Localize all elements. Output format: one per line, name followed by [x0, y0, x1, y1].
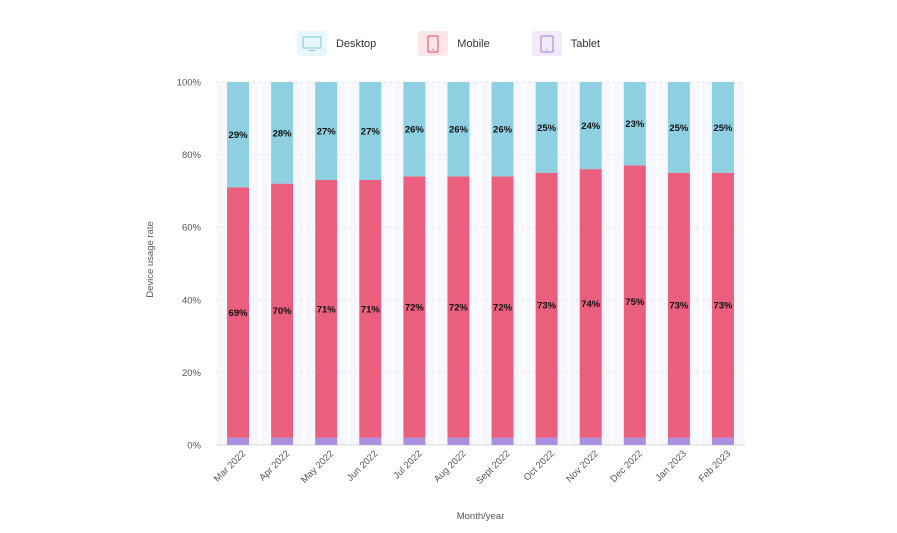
- y-tick-label: 60%: [182, 223, 202, 234]
- bar-tablet: [447, 437, 470, 445]
- data-label-mobile: 69%: [229, 308, 249, 319]
- bar-mobile: [359, 180, 382, 438]
- data-label-desktop: 28%: [273, 128, 293, 139]
- data-label-desktop: 24%: [581, 121, 601, 132]
- bar-mobile: [579, 169, 602, 438]
- bar-mobile: [315, 180, 338, 438]
- x-tick-label: Jul 2022: [391, 448, 424, 481]
- bar-tablet: [667, 437, 690, 445]
- x-tick-label: Oct 2022: [522, 448, 557, 483]
- x-tick-label: May 2022: [299, 448, 336, 485]
- legend-label-desktop: Desktop: [335, 37, 377, 50]
- y-tick-label: 0%: [187, 441, 201, 452]
- data-label-desktop: 25%: [669, 123, 689, 134]
- y-tick-label: 80%: [182, 150, 202, 161]
- data-label-desktop: 25%: [713, 123, 733, 134]
- data-label-mobile: 71%: [317, 304, 337, 315]
- bar-tablet: [491, 437, 514, 445]
- data-label-desktop: 27%: [361, 127, 381, 138]
- x-tick-label: Apr 2022: [257, 448, 292, 483]
- data-label-desktop: 27%: [317, 127, 337, 138]
- legend-item-tablet[interactable]: Tablet: [531, 31, 601, 56]
- y-tick-label: 20%: [182, 368, 202, 379]
- bar-mobile: [491, 176, 514, 438]
- bar-desktop: [491, 82, 514, 177]
- bar-tablet: [359, 437, 382, 445]
- data-label-desktop: 26%: [405, 125, 425, 136]
- data-label-mobile: 73%: [713, 301, 733, 312]
- data-label-mobile: 74%: [581, 299, 601, 310]
- bar-desktop: [359, 82, 382, 181]
- data-label-mobile: 71%: [361, 304, 381, 315]
- y-tick-label: 40%: [182, 295, 202, 306]
- x-tick-label: Mar 2022: [212, 448, 248, 484]
- bar-desktop: [447, 82, 470, 177]
- bar-mobile: [447, 176, 470, 438]
- legend-item-desktop[interactable]: Desktop: [296, 31, 377, 56]
- data-label-mobile: 73%: [537, 301, 557, 312]
- data-label-desktop: 23%: [625, 119, 645, 130]
- bar-tablet: [271, 437, 294, 445]
- bar-tablet: [535, 437, 558, 445]
- data-label-mobile: 72%: [405, 303, 425, 314]
- bar-mobile: [711, 172, 734, 438]
- legend: Desktop Mobile Tablet: [0, 31, 897, 56]
- x-tick-label: Nov 2022: [564, 448, 601, 485]
- bar-tablet: [623, 437, 646, 445]
- bar-desktop: [711, 82, 734, 173]
- x-tick-label: Jan 2023: [654, 448, 689, 483]
- bar-mobile: [535, 172, 558, 438]
- bar-desktop: [227, 82, 250, 188]
- x-tick-label: Aug 2022: [432, 448, 469, 485]
- bar-tablet: [579, 437, 602, 445]
- data-label-mobile: 70%: [273, 306, 293, 317]
- legend-label-mobile: Mobile: [457, 37, 490, 50]
- bar-desktop: [403, 82, 426, 177]
- tablet-icon: [531, 31, 562, 56]
- x-tick-label: Sept 2022: [474, 448, 512, 486]
- bar-desktop: [271, 82, 294, 184]
- bar-mobile: [667, 172, 690, 438]
- bar-mobile: [227, 187, 250, 438]
- bar-mobile: [403, 176, 426, 438]
- bar-mobile: [623, 165, 646, 438]
- data-label-desktop: 26%: [449, 125, 469, 136]
- mobile-icon: [418, 31, 449, 56]
- y-tick-label: 100%: [177, 78, 202, 89]
- bar-desktop: [315, 82, 338, 181]
- bar-mobile: [271, 183, 294, 438]
- data-label-mobile: 73%: [669, 301, 689, 312]
- x-tick-label: Dec 2022: [608, 448, 645, 485]
- desktop-icon: [296, 31, 327, 56]
- data-label-mobile: 75%: [625, 297, 645, 308]
- x-tick-label: Feb 2023: [697, 448, 733, 484]
- bar-tablet: [711, 437, 734, 445]
- data-label-desktop: 29%: [229, 130, 249, 141]
- legend-item-mobile[interactable]: Mobile: [418, 31, 490, 56]
- bar-desktop: [623, 82, 646, 166]
- x-tick-label: Jun 2022: [345, 448, 380, 483]
- bar-tablet: [227, 437, 250, 445]
- x-axis-title: Month/year: [457, 511, 505, 522]
- bar-desktop: [579, 82, 602, 170]
- data-label-desktop: 25%: [537, 123, 557, 134]
- bar-tablet: [315, 437, 338, 445]
- data-label-desktop: 26%: [493, 125, 513, 136]
- bar-desktop: [535, 82, 558, 173]
- bar-desktop: [667, 82, 690, 173]
- legend-label-tablet: Tablet: [570, 37, 601, 50]
- data-label-mobile: 72%: [449, 303, 469, 314]
- data-label-mobile: 72%: [493, 303, 513, 314]
- y-axis-title: Device usage rate: [145, 221, 156, 298]
- bar-tablet: [403, 437, 426, 445]
